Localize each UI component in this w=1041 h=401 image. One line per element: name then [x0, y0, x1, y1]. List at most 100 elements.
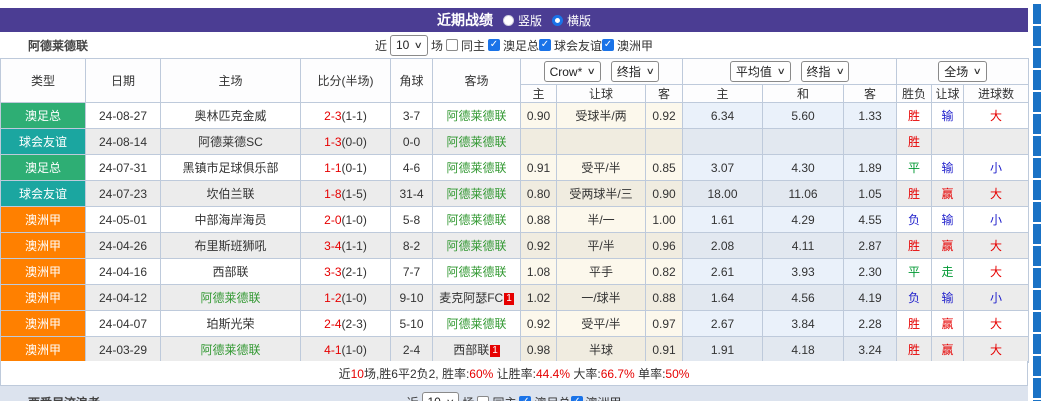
cell-euro-away-odds: 4.55: [843, 206, 898, 233]
league-label: 澳足总: [534, 394, 570, 401]
cell-result-wdl: 胜: [896, 128, 933, 155]
radio-vertical-layout[interactable]: 竖版: [502, 12, 542, 29]
table-row: 球会友谊 24-08-14 阿德莱德SC 1-3(0-0) 0-0 阿德莱德联 胜: [0, 128, 1030, 155]
cell-result-handicap: 赢: [931, 180, 965, 207]
table-row: 澳洲甲 24-04-12 阿德莱德联 1-2(1-0) 9-10 麦克阿瑟FC 1 1.02 一…: [0, 284, 1030, 311]
cell-asian-home-odds: 0.80: [520, 180, 557, 207]
summary-text: 近10场,胜6平2负2, 胜率:60% 让胜率:44.4% 大率:66.7% 单…: [338, 366, 690, 381]
cell-home-team[interactable]: 中部海岸海员: [160, 206, 301, 233]
match-count-select[interactable]: 10 ∨: [389, 34, 428, 56]
cell-home-team[interactable]: 珀斯光荣: [160, 310, 301, 337]
scope-value: 全场: [944, 65, 969, 79]
cell-away-team[interactable]: 阿德莱德联: [432, 258, 521, 285]
league-checkbox[interactable]: ✓ 球会友谊: [538, 37, 602, 54]
cell-home-team[interactable]: 布里斯班狮吼: [160, 232, 301, 259]
cell-result-goals: 大: [963, 232, 1030, 259]
cell-home-team[interactable]: 阿德莱德SC: [160, 128, 301, 155]
cell-euro-draw-odds: 3.93: [762, 258, 845, 285]
asian-time-select[interactable]: 终指 ∨: [610, 61, 660, 82]
cell-home-team[interactable]: 阿德莱德联: [160, 284, 301, 311]
cell-away-team[interactable]: 阿德莱德联: [432, 154, 521, 181]
radio-horizontal-layout[interactable]: 横版: [552, 12, 591, 29]
cell-result-goals: [963, 128, 1030, 155]
cell-corner: 5-10: [390, 310, 433, 337]
cell-score: 3-3(2-1): [300, 258, 391, 285]
league-checkbox[interactable]: ✓澳洲甲: [602, 37, 653, 54]
cell-away-team[interactable]: 阿德莱德联: [432, 232, 521, 259]
cell-result-handicap: 走: [931, 258, 965, 285]
cell-away-team[interactable]: 阿德莱德联: [432, 102, 521, 129]
league-checkbox[interactable]: ✓澳足总: [487, 37, 539, 54]
euro-company-select[interactable]: 平均值 ∨: [729, 61, 791, 82]
checkbox-icon[interactable]: [477, 396, 490, 401]
radio-icon[interactable]: [502, 14, 514, 26]
next-section-clipped: 西悉尼流浪者 近 10 ∨ 场 同主 ✓澳足总✓澳洲甲: [0, 386, 1028, 401]
league-label: 澳足总: [502, 38, 539, 53]
cell-away-team[interactable]: 麦克阿瑟FC 1: [432, 284, 521, 311]
cell-away-team[interactable]: 阿德莱德联: [432, 180, 521, 207]
checkbox-icon[interactable]: [445, 39, 458, 51]
cell-asian-away-odds: 0.82: [644, 258, 684, 285]
col-header-score: 比分(半场): [300, 58, 391, 103]
cell-home-team[interactable]: 坎伯兰联: [160, 180, 301, 207]
col-header-result-wdl: 胜负: [896, 84, 933, 103]
checkbox-checked-icon[interactable]: ✓: [487, 39, 500, 52]
cell-home-team[interactable]: 西部联: [160, 258, 301, 285]
cell-home-team[interactable]: 黑镇市足球俱乐部: [160, 154, 301, 181]
cell-away-team[interactable]: 阿德莱德联: [432, 206, 521, 233]
checkbox-checked-icon[interactable]: ✓: [538, 39, 551, 52]
near-label: 近: [374, 38, 387, 53]
league-filter-group: ✓澳足总✓澳洲甲: [519, 393, 622, 401]
cell-euro-home-odds: 3.07: [682, 154, 764, 181]
cell-score: 4-1(1-0): [300, 336, 391, 363]
league-checkbox[interactable]: ✓澳洲甲: [570, 394, 622, 401]
euro-time-select[interactable]: 终指 ∨: [800, 61, 850, 82]
cell-euro-draw-odds: 5.60: [762, 102, 845, 129]
checkbox-checked-icon[interactable]: ✓: [570, 396, 583, 401]
cell-euro-draw-odds: 4.11: [762, 232, 845, 259]
cell-result-goals: 小: [963, 284, 1030, 311]
cell-asian-away-odds: 0.92: [644, 102, 684, 129]
match-count-select[interactable]: 10 ∨: [421, 391, 460, 401]
cell-asian-home-odds: 0.88: [520, 206, 557, 233]
matches-label: 场: [462, 394, 474, 401]
same-home-checkbox[interactable]: 同主: [477, 394, 516, 401]
cell-away-team[interactable]: 阿德莱德联: [432, 128, 521, 155]
results-body: 澳足总 24-08-27 奥林匹克金威 2-3(1-1) 3-7 阿德莱德联 0.90 受球半…: [0, 102, 1030, 363]
filter-controls: 近 10 ∨ 场 同主 ✓ 澳足总 ✓ 球会友谊 ✓ 澳洲甲: [0, 32, 1028, 58]
cell-handicap: 受平/半: [556, 154, 646, 181]
league-label: 澳洲甲: [617, 38, 654, 53]
cell-asian-home-odds: 0.91: [520, 154, 557, 181]
cell-result-handicap: [931, 128, 965, 155]
league-checkbox[interactable]: ✓澳足总: [519, 394, 571, 401]
col-header-asian-away: 客: [644, 84, 684, 103]
cell-away-team[interactable]: 西部联 1: [432, 336, 521, 363]
cell-euro-draw-odds: 3.84: [762, 310, 845, 337]
asian-company-select[interactable]: Crow* ∨: [543, 61, 601, 82]
cell-score: 1-2(1-0): [300, 284, 391, 311]
cell-away-team[interactable]: 阿德莱德联: [432, 310, 521, 337]
cell-euro-away-odds: 1.05: [843, 180, 898, 207]
col-header-asian-handicap: 让球: [556, 84, 646, 103]
cell-asian-home-odds: 1.08: [520, 258, 557, 285]
cell-euro-away-odds: 4.19: [843, 284, 898, 311]
cell-asian-home-odds: 1.02: [520, 284, 557, 311]
cell-corner: 5-8: [390, 206, 433, 233]
cell-home-team[interactable]: 阿德莱德联: [160, 336, 301, 363]
cell-result-goals: 大: [963, 180, 1030, 207]
cell-score: 3-4(1-1): [300, 232, 391, 259]
league-label: 澳洲甲: [586, 394, 622, 401]
scope-select[interactable]: 全场 ∨: [938, 61, 987, 82]
cell-league-type: 球会友谊: [0, 128, 86, 155]
cell-league-type: 澳洲甲: [0, 336, 86, 363]
checkbox-checked-icon[interactable]: ✓: [602, 39, 614, 52]
same-home-checkbox[interactable]: 同主: [445, 37, 485, 54]
checkbox-checked-icon[interactable]: ✓: [519, 396, 532, 401]
chevron-down-icon: ∨: [645, 66, 655, 76]
cell-home-team[interactable]: 奥林匹克金威: [160, 102, 301, 129]
cell-result-goals: 大: [963, 102, 1030, 129]
result-header: 全场 ∨: [896, 58, 1030, 85]
cell-handicap: 受两球半/三: [556, 180, 646, 207]
cell-result-goals: 大: [963, 336, 1030, 363]
radio-selected-icon[interactable]: [552, 14, 563, 26]
